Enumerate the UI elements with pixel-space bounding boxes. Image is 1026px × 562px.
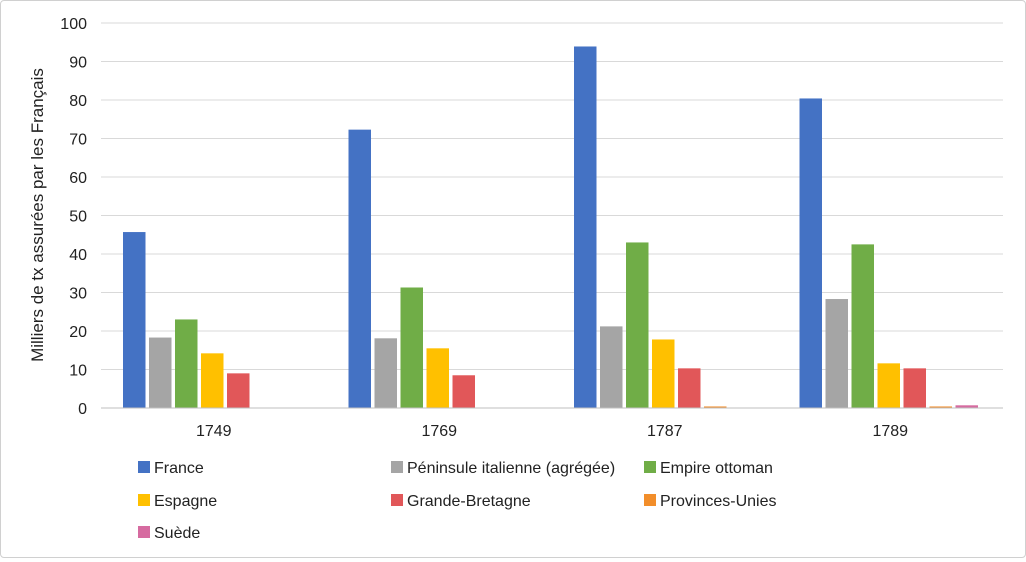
y-tick-label: 10 <box>69 363 87 380</box>
bar-grande-bretagne-1789 <box>903 368 926 408</box>
legend-item: Empire ottoman <box>644 460 773 477</box>
bar-france-1787 <box>574 46 597 409</box>
x-tick-label: 1769 <box>421 423 457 440</box>
legend-item: Péninsule italienne (agrégée) <box>391 460 615 477</box>
bar-france-1789 <box>799 98 822 409</box>
legend-swatch <box>391 461 403 473</box>
bar-france-1749 <box>123 232 146 408</box>
bar-grande-bretagne-1769 <box>452 375 475 408</box>
legend-swatch <box>138 494 150 506</box>
x-axis-ticks: 1749 1769 1787 1789 <box>196 423 908 440</box>
legend-label: France <box>154 460 204 477</box>
legend-swatch <box>138 461 150 473</box>
bar-empire-ottoman-1749 <box>175 319 198 408</box>
bar-grande-bretagne-1787 <box>678 368 701 408</box>
y-tick-label: 40 <box>69 247 87 264</box>
legend-label: Empire ottoman <box>660 460 773 477</box>
x-tick-label: 1749 <box>196 423 232 440</box>
y-axis-ticks: 0 10 20 30 40 50 60 70 80 90 100 <box>60 16 87 418</box>
legend: France Péninsule italienne (agrégée) Empir… <box>138 460 776 542</box>
legend-item: Grande-Bretagne <box>391 493 531 510</box>
y-tick-label: 50 <box>69 209 87 226</box>
y-tick-label: 0 <box>78 401 87 418</box>
legend-label: Péninsule italienne (agrégée) <box>407 460 615 477</box>
legend-item: Espagne <box>138 493 217 510</box>
bar-provinces-unies-1787 <box>704 406 727 408</box>
bar-p-ninsule-italienne-agr-g-e--1769 <box>374 338 397 408</box>
bar-provinces-unies-1789 <box>929 406 952 408</box>
y-tick-label: 80 <box>69 93 87 110</box>
y-tick-label: 90 <box>69 55 87 72</box>
legend-label: Provinces-Unies <box>660 493 776 510</box>
y-tick-label: 100 <box>60 16 87 33</box>
bar-p-ninsule-italienne-agr-g-e--1787 <box>600 326 623 408</box>
legend-label: Suède <box>154 525 200 542</box>
y-tick-label: 60 <box>69 170 87 187</box>
bar-espagne-1749 <box>201 353 224 408</box>
bar-p-ninsule-italienne-agr-g-e--1789 <box>825 299 848 408</box>
legend-item: France <box>138 460 204 477</box>
legend-swatch <box>644 461 656 473</box>
bar-p-ninsule-italienne-agr-g-e--1749 <box>149 337 172 408</box>
bar-su-de-1789 <box>955 405 978 408</box>
bar-espagne-1787 <box>652 339 675 408</box>
bar-grande-bretagne-1749 <box>227 373 250 408</box>
bar-france-1769 <box>348 129 371 408</box>
legend-item: Suède <box>138 525 200 542</box>
x-tick-label: 1789 <box>872 423 908 440</box>
legend-label: Espagne <box>154 493 217 510</box>
y-tick-label: 20 <box>69 324 87 341</box>
bar-empire-ottoman-1789 <box>851 244 874 408</box>
legend-item: Provinces-Unies <box>644 493 776 510</box>
y-tick-label: 30 <box>69 286 87 303</box>
bars <box>123 46 978 409</box>
legend-label: Grande-Bretagne <box>407 493 531 510</box>
bar-empire-ottoman-1769 <box>400 287 423 408</box>
gridlines <box>101 22 1003 370</box>
legend-swatch <box>644 494 656 506</box>
bar-empire-ottoman-1787 <box>626 242 649 408</box>
bar-espagne-1789 <box>877 363 900 408</box>
legend-swatch <box>391 494 403 506</box>
y-tick-label: 70 <box>69 132 87 149</box>
bar-espagne-1769 <box>426 348 449 408</box>
x-tick-label: 1787 <box>647 423 683 440</box>
y-axis-label: Milliers de tx assurées par les Français <box>28 68 47 362</box>
legend-swatch <box>138 526 150 538</box>
